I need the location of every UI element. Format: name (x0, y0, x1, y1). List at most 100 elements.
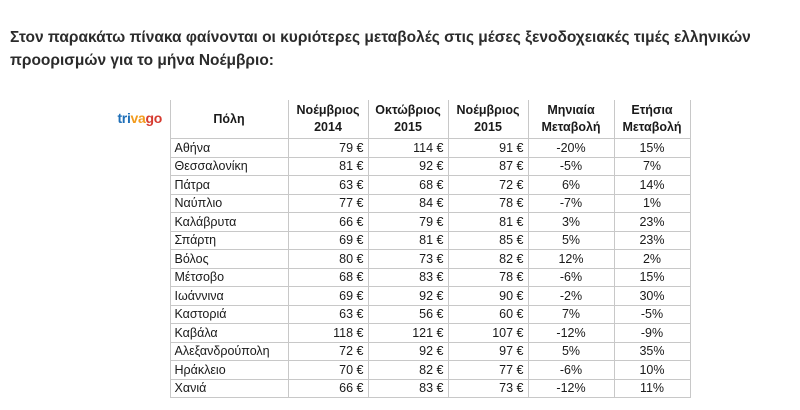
header-nov-2014: Νοέμβριος 2014 (287, 100, 369, 139)
cell-nov-2015: 72 € (447, 175, 529, 195)
cell-monthly-change: 5% (527, 230, 615, 250)
spacer-cell (110, 231, 171, 250)
cell-nov-2015: 82 € (447, 249, 529, 269)
cell-nov-2014: 63 € (287, 304, 369, 324)
header-monthly-change: Μηνιαία Μεταβολή (527, 100, 615, 139)
cell-nov-2015: 78 € (447, 193, 529, 213)
table-header-row: trivago Πόλη Νοέμβριος 2014 Οκτώβριος 2015… (110, 100, 691, 139)
table-row: Χανιά 66 €83 €73 € -12% 11% (110, 378, 691, 398)
cell-oct-2015: 92 € (367, 286, 449, 306)
cell-yearly-change: 15% (613, 267, 691, 287)
cell-nov-2014: 72 € (287, 341, 369, 361)
cell-nov-2014: 77 € (287, 193, 369, 213)
cell-nov-2014: 63 € (287, 175, 369, 195)
cell-monthly-change: 5% (527, 341, 615, 361)
cell-city: Βόλος (169, 249, 289, 269)
cell-monthly-change: -12% (527, 323, 615, 343)
cell-city: Ναύπλιο (169, 193, 289, 213)
cell-yearly-change: 30% (613, 286, 691, 306)
cell-yearly-change: 14% (613, 175, 691, 195)
cell-oct-2015: 73 € (367, 249, 449, 269)
cell-yearly-change: 35% (613, 341, 691, 361)
cell-monthly-change: -6% (527, 267, 615, 287)
cell-oct-2015: 81 € (367, 230, 449, 250)
cell-nov-2015: 81 € (447, 212, 529, 232)
table-row: Καλάβρυτα 66 €79 €81 €3% 23% (110, 212, 691, 232)
spacer-cell (110, 194, 171, 213)
cell-city: Καβάλα (169, 323, 289, 343)
cell-city: Αλεξανδρούπολη (169, 341, 289, 361)
header-yearly-change: Ετήσια Μεταβολή (613, 100, 691, 139)
cell-nov-2015: 78 € (447, 267, 529, 287)
header-city: Πόλη (169, 100, 289, 139)
cell-nov-2015: 73 € (447, 378, 529, 398)
table-body: Αθήνα 79 €114 €91 € -20% 15% Θεσσαλονίκη 81 €… (110, 138, 691, 398)
cell-yearly-change: 11% (613, 378, 691, 398)
cell-oct-2015: 92 € (367, 341, 449, 361)
cell-oct-2015: 83 € (367, 267, 449, 287)
cell-nov-2015: 60 € (447, 304, 529, 324)
cell-yearly-change: 2% (613, 249, 691, 269)
header-oct-2015: Οκτώβριος 2015 (367, 100, 449, 139)
cell-nov-2015: 77 € (447, 360, 529, 380)
cell-nov-2015: 97 € (447, 341, 529, 361)
cell-oct-2015: 121 € (367, 323, 449, 343)
cell-monthly-change: -2% (527, 286, 615, 306)
cell-nov-2014: 69 € (287, 286, 369, 306)
spacer-cell (110, 360, 171, 379)
cell-yearly-change: 23% (613, 230, 691, 250)
cell-city: Καλάβρυτα (169, 212, 289, 232)
cell-oct-2015: 92 € (367, 156, 449, 176)
cell-city: Χανιά (169, 378, 289, 398)
table-row: Πάτρα 63 €68 €72 €6% 14% (110, 175, 691, 195)
cell-yearly-change: 23% (613, 212, 691, 232)
cell-nov-2014: 81 € (287, 156, 369, 176)
trivago-logo: trivago (110, 100, 171, 139)
cell-nov-2014: 80 € (287, 249, 369, 269)
price-table-container: trivago Πόλη Νοέμβριος 2014 Οκτώβριος 2015… (110, 100, 691, 398)
cell-oct-2015: 79 € (367, 212, 449, 232)
cell-nov-2014: 118 € (287, 323, 369, 343)
spacer-cell (110, 379, 171, 398)
cell-nov-2015: 91 € (447, 138, 529, 158)
cell-monthly-change: -6% (527, 360, 615, 380)
spacer-cell (110, 286, 171, 305)
cell-city: Αθήνα (169, 138, 289, 158)
cell-nov-2014: 79 € (287, 138, 369, 158)
cell-monthly-change: 6% (527, 175, 615, 195)
table-row: Μέτσοβο 68 €83 €78 € -6% 15% (110, 267, 691, 287)
hotel-price-table: trivago Πόλη Νοέμβριος 2014 Οκτώβριος 2015… (110, 100, 691, 398)
header-nov-2015: Νοέμβριος 2015 (447, 100, 529, 139)
cell-city: Ιωάννινα (169, 286, 289, 306)
spacer-cell (110, 138, 171, 157)
cell-city: Μέτσοβο (169, 267, 289, 287)
cell-oct-2015: 114 € (367, 138, 449, 158)
spacer-cell (110, 212, 171, 231)
cell-monthly-change: -5% (527, 156, 615, 176)
cell-monthly-change: 12% (527, 249, 615, 269)
spacer-cell (110, 305, 171, 324)
table-row: Θεσσαλονίκη 81 €92 €87 € -5% 7% (110, 156, 691, 176)
cell-city: Σπάρτη (169, 230, 289, 250)
cell-oct-2015: 82 € (367, 360, 449, 380)
cell-yearly-change: 7% (613, 156, 691, 176)
cell-oct-2015: 83 € (367, 378, 449, 398)
table-row: Αθήνα 79 €114 €91 € -20% 15% (110, 138, 691, 158)
cell-nov-2015: 107 € (447, 323, 529, 343)
cell-oct-2015: 56 € (367, 304, 449, 324)
cell-monthly-change: 3% (527, 212, 615, 232)
cell-city: Καστοριά (169, 304, 289, 324)
cell-yearly-change: 10% (613, 360, 691, 380)
table-row: Αλεξανδρούπολη 72 €92 €97 €5% 35% (110, 341, 691, 361)
spacer-cell (110, 249, 171, 268)
cell-yearly-change: -5% (613, 304, 691, 324)
table-row: Ηράκλειο 70 €82 €77 € -6% 10% (110, 360, 691, 380)
table-row: Σπάρτη 69 €81 €85 €5% 23% (110, 230, 691, 250)
cell-oct-2015: 68 € (367, 175, 449, 195)
cell-city: Πάτρα (169, 175, 289, 195)
spacer-cell (110, 323, 171, 342)
intro-paragraph: Στον παρακάτω πίνακα φαίνονται οι κυριότ… (10, 28, 751, 69)
cell-oct-2015: 84 € (367, 193, 449, 213)
table-row: Καβάλα 118 €121 €107 € -12% -9% (110, 323, 691, 343)
cell-city: Θεσσαλονίκη (169, 156, 289, 176)
